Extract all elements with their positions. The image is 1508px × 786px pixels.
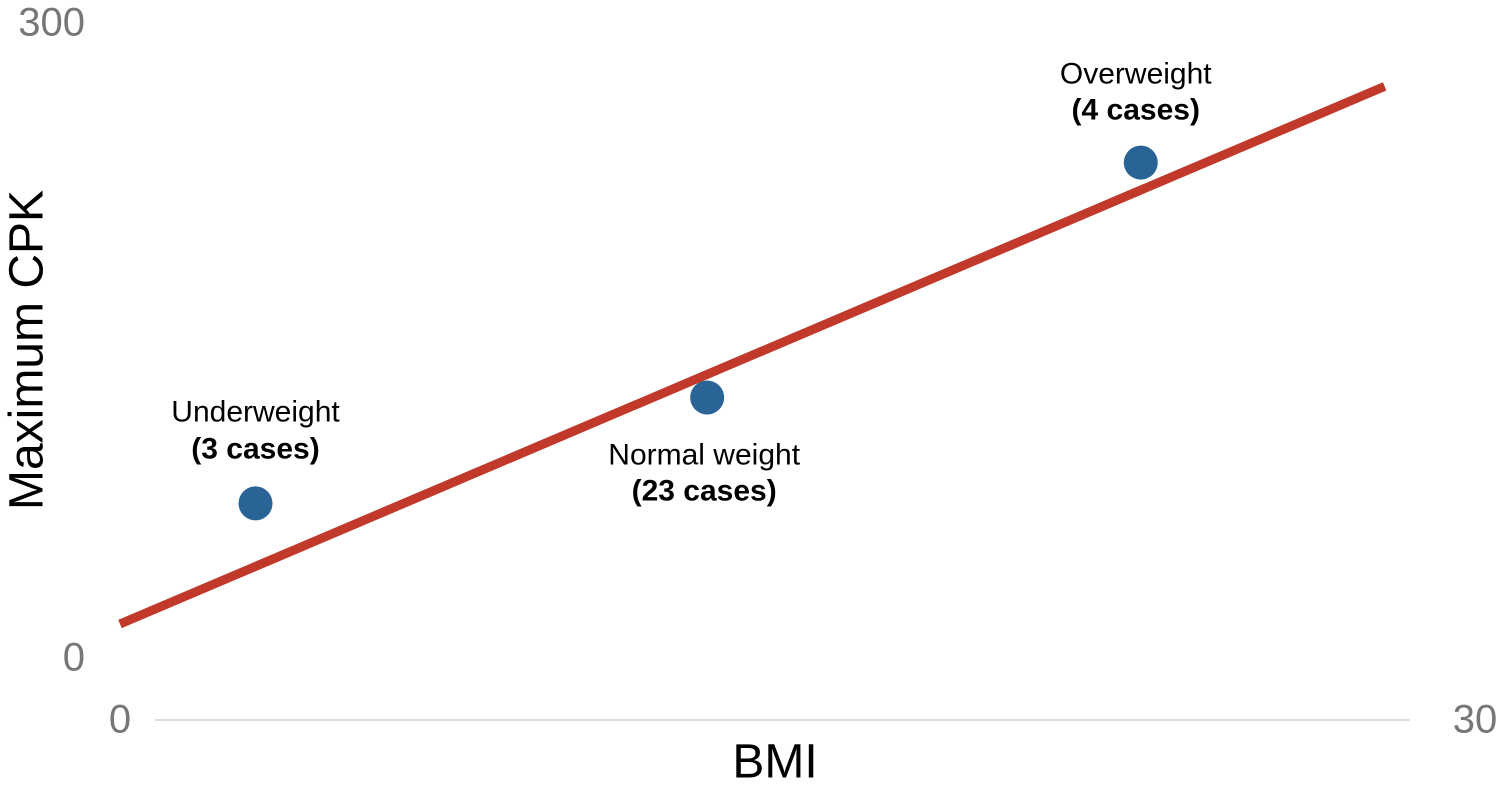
y-tick-label: 300 [18,1,85,45]
x-tick-label: 0 [109,698,131,742]
point-count-label: (23 cases) [632,474,777,507]
data-point [690,380,725,415]
point-label: Overweight [1060,58,1212,91]
point-count-label: (4 cases) [1072,94,1200,127]
data-point [1123,145,1158,180]
point-label: Normal weight [608,438,800,471]
x-tick-label: 30 [1453,698,1498,742]
x-axis-title: BMI [732,736,817,786]
y-tick-label: 0 [63,636,85,680]
point-label: Underweight [171,395,340,428]
trend-line [118,82,1387,629]
data-point [238,486,273,521]
y-axis-title: Maximum CPK [1,190,54,510]
point-count-label: (3 cases) [191,432,319,465]
